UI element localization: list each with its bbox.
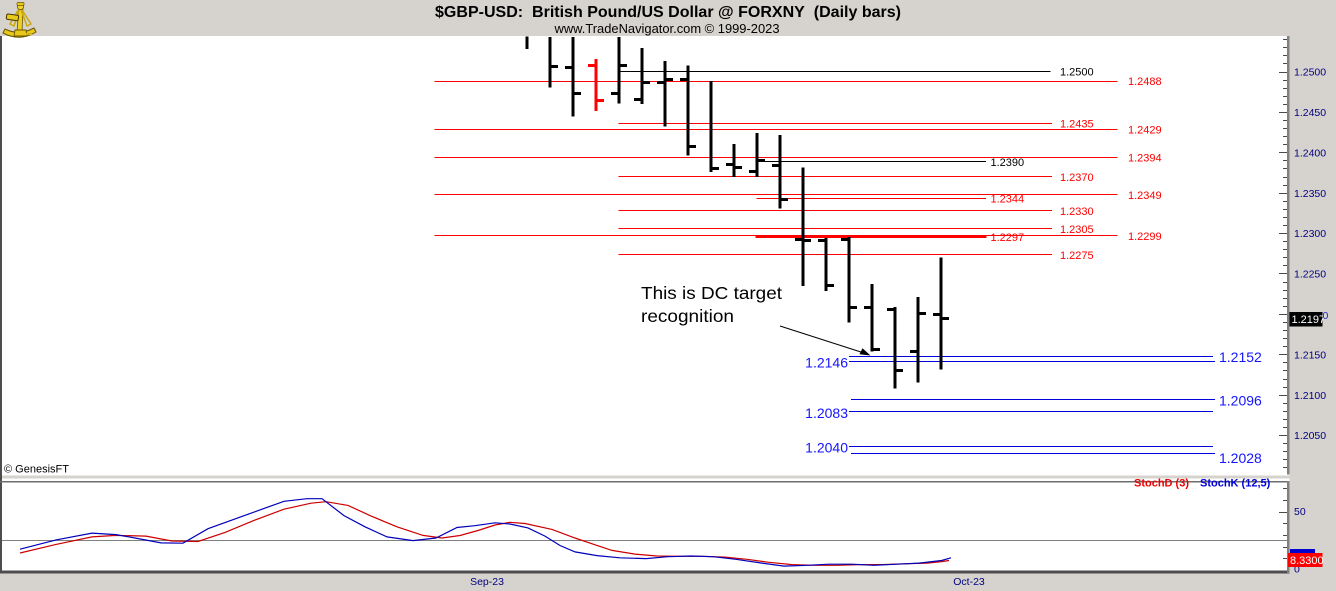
svg-text:1.2299: 1.2299 bbox=[1128, 231, 1162, 243]
svg-text:© GenesisFT: © GenesisFT bbox=[4, 463, 69, 475]
svg-text:Sep-23: Sep-23 bbox=[470, 576, 504, 588]
svg-text:1.2500: 1.2500 bbox=[1294, 67, 1326, 79]
svg-text:1.2500: 1.2500 bbox=[1060, 67, 1094, 79]
svg-text:1.2300: 1.2300 bbox=[1294, 228, 1326, 240]
svg-text:1.2050: 1.2050 bbox=[1294, 430, 1326, 442]
svg-text:StochD (3): StochD (3) bbox=[1134, 478, 1189, 490]
svg-text:1.2150: 1.2150 bbox=[1294, 349, 1326, 361]
svg-text:1.2275: 1.2275 bbox=[1060, 250, 1094, 262]
svg-text:1.2040: 1.2040 bbox=[805, 440, 848, 456]
svg-text:1.2429: 1.2429 bbox=[1128, 125, 1162, 137]
svg-text:0: 0 bbox=[1294, 564, 1300, 576]
svg-text:50: 50 bbox=[1294, 506, 1306, 518]
svg-text:8.3300: 8.3300 bbox=[1290, 555, 1324, 567]
svg-text:1.2297: 1.2297 bbox=[991, 232, 1025, 244]
svg-text:1.2488: 1.2488 bbox=[1128, 76, 1162, 88]
svg-text:1.2250: 1.2250 bbox=[1294, 269, 1326, 281]
svg-text:Oct-23: Oct-23 bbox=[953, 576, 985, 588]
svg-text:1.2146: 1.2146 bbox=[805, 355, 848, 371]
svg-text:1.2394: 1.2394 bbox=[1128, 153, 1162, 165]
svg-text:1.2083: 1.2083 bbox=[805, 405, 848, 421]
svg-text:StochK (12,5): StochK (12,5) bbox=[1200, 478, 1271, 490]
svg-text:This is DC target: This is DC target bbox=[641, 283, 782, 303]
svg-text:$GBP-USD: British Pound/US Do: $GBP-USD: British Pound/US Dollar @ FORX… bbox=[435, 4, 901, 21]
svg-text:1.2435: 1.2435 bbox=[1060, 119, 1094, 131]
svg-text:1.2350: 1.2350 bbox=[1294, 188, 1326, 200]
svg-text:1.2344: 1.2344 bbox=[991, 193, 1025, 205]
svg-text:recognition: recognition bbox=[641, 306, 734, 326]
svg-text:1.2330: 1.2330 bbox=[1060, 206, 1094, 218]
svg-text:0: 0 bbox=[1323, 310, 1329, 322]
svg-text:1.2349: 1.2349 bbox=[1128, 190, 1162, 202]
svg-text:1.2028: 1.2028 bbox=[1219, 450, 1262, 466]
svg-text:1.2197: 1.2197 bbox=[1292, 314, 1326, 326]
svg-text:1.2450: 1.2450 bbox=[1294, 107, 1326, 119]
svg-text:www.TradeNavigator.com © 1999-: www.TradeNavigator.com © 1999-2023 bbox=[553, 22, 779, 36]
svg-text:1.2400: 1.2400 bbox=[1294, 147, 1326, 159]
svg-text:1.2152: 1.2152 bbox=[1219, 349, 1262, 365]
svg-text:1.2100: 1.2100 bbox=[1294, 390, 1326, 402]
svg-text:1.2370: 1.2370 bbox=[1060, 172, 1094, 184]
svg-text:1.2096: 1.2096 bbox=[1219, 393, 1262, 409]
svg-text:1.2305: 1.2305 bbox=[1060, 224, 1094, 236]
svg-text:1.2390: 1.2390 bbox=[991, 157, 1025, 169]
